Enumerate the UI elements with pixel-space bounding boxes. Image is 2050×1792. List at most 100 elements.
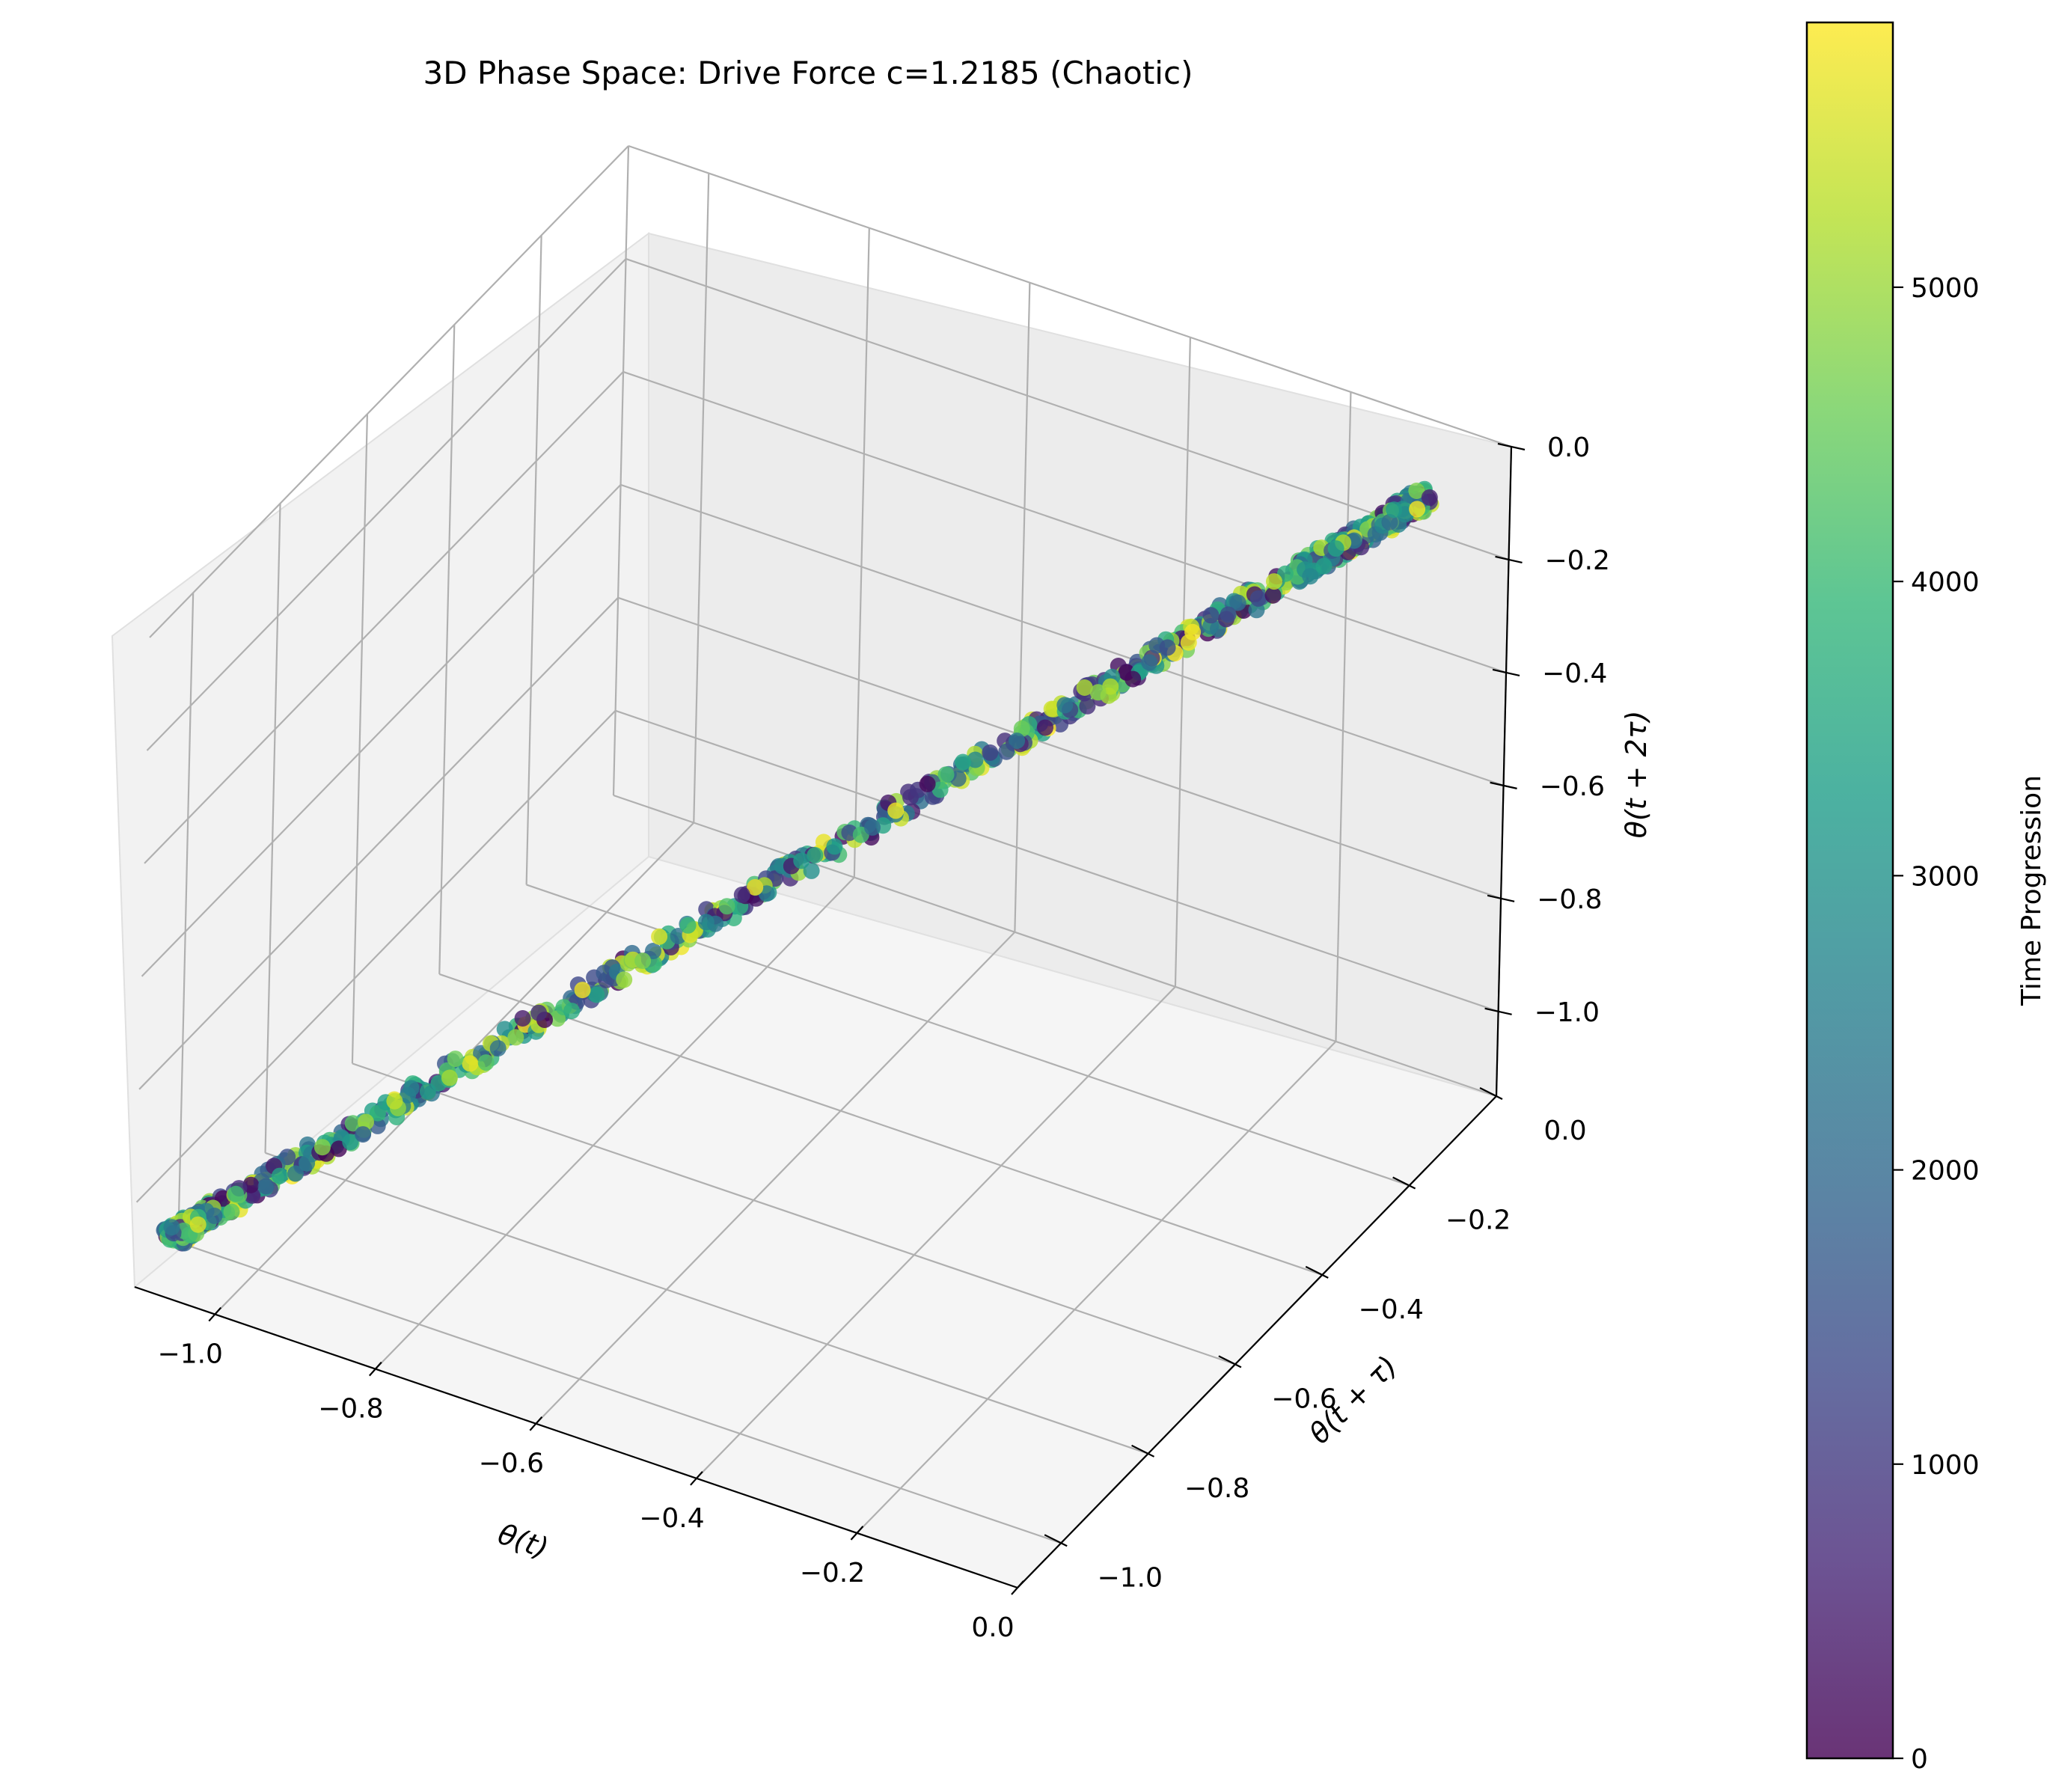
grid-line-x bbox=[1174, 337, 1192, 987]
grid-line-x bbox=[693, 173, 710, 823]
x-tick bbox=[690, 1471, 703, 1486]
trajectory-point bbox=[1302, 568, 1319, 585]
trajectory-point bbox=[1076, 679, 1093, 696]
trajectory-point bbox=[1009, 733, 1026, 749]
trajectory-point bbox=[697, 914, 715, 931]
trajectory-point bbox=[1220, 606, 1237, 623]
trajectory-point bbox=[189, 1216, 206, 1233]
x-axis-label: θ(t) bbox=[494, 1517, 552, 1565]
x-tick-label: −0.2 bbox=[800, 1558, 865, 1588]
colorbar-gradient bbox=[1805, 21, 1894, 1760]
z-tick bbox=[1492, 668, 1520, 676]
colorbar-tick-label: 2000 bbox=[1911, 1156, 1980, 1187]
trajectory-point bbox=[887, 802, 905, 819]
z-tick-label: −0.6 bbox=[1540, 771, 1605, 802]
grid-line-x bbox=[375, 876, 855, 1370]
trajectory-point bbox=[619, 955, 637, 972]
grid-line-y bbox=[177, 593, 195, 1243]
trajectory-point bbox=[563, 1003, 581, 1020]
colorbar-tick-label: 3000 bbox=[1911, 861, 1980, 892]
trajectory-point bbox=[1037, 719, 1053, 736]
y-tick-label: −1.0 bbox=[1097, 1562, 1162, 1593]
trajectory-point bbox=[287, 1165, 305, 1182]
trajectory-point bbox=[588, 986, 605, 1003]
trajectory-point bbox=[747, 878, 764, 896]
trajectory-point bbox=[403, 1080, 420, 1097]
grid-line-z bbox=[149, 145, 629, 638]
trajectory-point bbox=[1202, 607, 1220, 624]
grid-line-y bbox=[177, 1241, 1062, 1544]
z-tick-label: −0.8 bbox=[1537, 884, 1602, 915]
trajectory-point bbox=[1408, 483, 1425, 499]
trajectory-point bbox=[574, 982, 591, 999]
grid-line-y bbox=[352, 1062, 1236, 1366]
trajectory-point bbox=[1386, 501, 1403, 519]
trajectory-point bbox=[670, 928, 687, 944]
trajectory-point bbox=[1266, 573, 1282, 590]
trajectory-point bbox=[1315, 557, 1332, 575]
trajectory-point bbox=[447, 1051, 464, 1068]
y-axis-line bbox=[1017, 1095, 1497, 1588]
trajectory-point bbox=[931, 781, 949, 798]
z-tick-label: −1.0 bbox=[1535, 997, 1600, 1028]
z-tick-label: −0.2 bbox=[1545, 545, 1610, 576]
x-tick bbox=[850, 1526, 864, 1541]
grid-line-z bbox=[622, 370, 1507, 673]
y-tick bbox=[1218, 1355, 1242, 1369]
trajectory-point bbox=[937, 766, 955, 783]
z-tick bbox=[1497, 442, 1526, 451]
trajectory-point bbox=[679, 917, 697, 934]
z-tick bbox=[1487, 894, 1515, 902]
grid-line-z bbox=[620, 483, 1504, 786]
grid-line-z bbox=[617, 596, 1502, 899]
grid-line-z bbox=[138, 597, 619, 1090]
trajectory-point bbox=[342, 1134, 359, 1151]
colorbar-label: Time Progression bbox=[2016, 775, 2047, 1006]
colorbar-tick-label: 0 bbox=[1911, 1744, 1928, 1775]
x-tick bbox=[368, 1361, 382, 1377]
y-tick-label: 0.0 bbox=[1543, 1116, 1586, 1146]
trajectory-point bbox=[1249, 590, 1267, 607]
chart-title: 3D Phase Space: Drive Force c=1.2185 (Ch… bbox=[423, 55, 1193, 91]
z-tick bbox=[1490, 781, 1517, 789]
trajectory-point bbox=[1327, 540, 1344, 557]
grid-line-z bbox=[135, 710, 616, 1203]
grid-line-y bbox=[612, 145, 630, 796]
trajectory-point bbox=[1264, 587, 1282, 604]
axis-lines bbox=[134, 446, 1513, 1589]
trajectory-point bbox=[651, 928, 668, 945]
trajectory-point bbox=[733, 886, 750, 903]
trajectory-point bbox=[1180, 634, 1197, 651]
grid-line-x bbox=[1014, 282, 1031, 932]
y-tick bbox=[1479, 1087, 1503, 1100]
trajectory-point bbox=[489, 1040, 507, 1057]
x-tick bbox=[1011, 1580, 1024, 1595]
trajectory-point bbox=[1381, 513, 1398, 530]
grid-line-y bbox=[438, 324, 456, 974]
trajectory-point bbox=[1125, 670, 1142, 688]
trajectory-point bbox=[967, 751, 984, 768]
grid-line-z bbox=[146, 258, 627, 751]
grid-line-z bbox=[615, 709, 1499, 1012]
trajectory-point bbox=[355, 1126, 372, 1143]
grid-line-y bbox=[265, 1152, 1148, 1455]
trajectory-point bbox=[227, 1185, 245, 1202]
trajectory-point bbox=[1089, 684, 1107, 701]
trajectory-point bbox=[358, 1113, 374, 1131]
trajectory-point bbox=[1159, 639, 1176, 656]
trajectory-point bbox=[1056, 697, 1074, 714]
trajectory-point bbox=[257, 1178, 275, 1195]
y-tick-label: −0.2 bbox=[1445, 1205, 1511, 1235]
colorbar-tick-label: 4000 bbox=[1911, 567, 1980, 598]
trajectory-point bbox=[477, 1054, 495, 1071]
y-tick bbox=[1044, 1534, 1068, 1547]
colorbar-tick-label: 1000 bbox=[1911, 1450, 1980, 1481]
x-tick-label: −0.8 bbox=[318, 1394, 383, 1425]
trajectory-point bbox=[919, 775, 936, 792]
trajectory-point bbox=[982, 744, 999, 761]
trajectory-points bbox=[156, 480, 1439, 1252]
z-tick bbox=[1495, 555, 1523, 564]
x-tick bbox=[208, 1306, 222, 1322]
trajectory-point bbox=[313, 1139, 331, 1156]
trajectory-point bbox=[530, 1004, 548, 1021]
